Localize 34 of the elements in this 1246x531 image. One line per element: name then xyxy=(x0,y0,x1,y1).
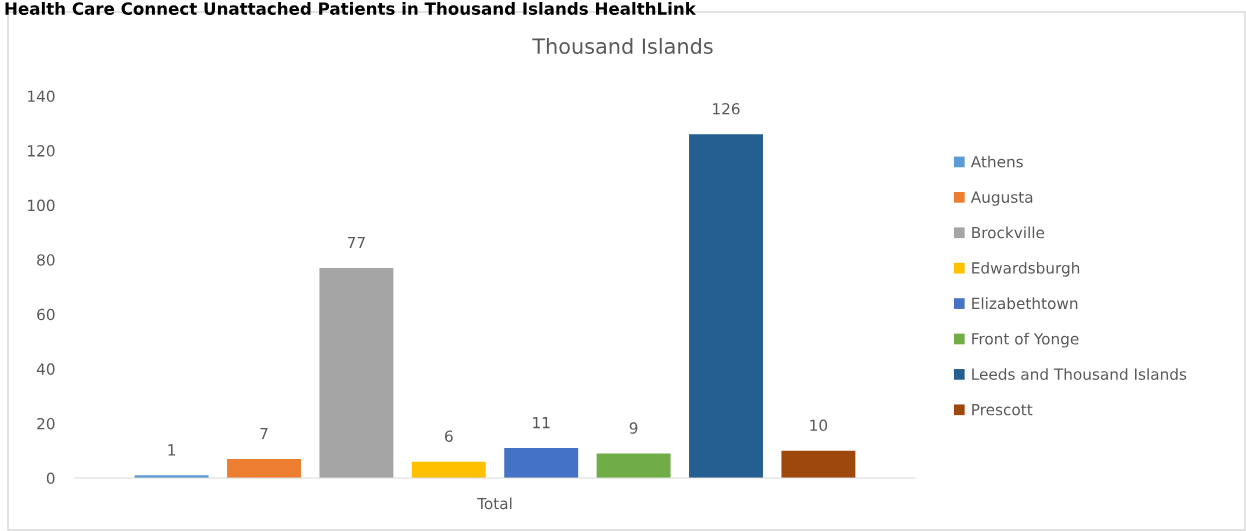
y-tick-label: 140 xyxy=(28,90,55,103)
y-tick-label: 20 xyxy=(37,417,55,430)
legend-label: Edwardsburgh xyxy=(972,261,1080,277)
data-label: 1 xyxy=(168,444,176,456)
y-tick-label: 120 xyxy=(28,145,55,157)
bar xyxy=(504,447,579,478)
legend-label: Prescott xyxy=(972,404,1033,416)
legend-label: Augusta xyxy=(970,191,1033,206)
bar xyxy=(319,267,394,478)
chart-title: Thousand Islands xyxy=(532,37,713,55)
legend-label: Athens xyxy=(970,155,1023,168)
y-tick-label: 0 xyxy=(46,472,55,485)
data-label: 77 xyxy=(347,236,365,249)
data-label: 10 xyxy=(810,419,828,432)
data-label: 7 xyxy=(260,427,268,440)
y-tick-label: 100 xyxy=(28,199,55,212)
y-tick-label: 40 xyxy=(36,363,55,375)
legend-label: Brockville xyxy=(972,226,1045,239)
data-label: 6 xyxy=(445,430,453,442)
bar xyxy=(596,453,671,478)
data-label: 126 xyxy=(713,103,740,115)
y-tick-label: 60 xyxy=(37,308,55,321)
x-tick-label: Total xyxy=(477,497,512,510)
legend-label: Front of Yonge xyxy=(972,332,1079,348)
legend-label: Elizabethtown xyxy=(972,297,1078,310)
y-tick-label: 80 xyxy=(37,254,55,266)
text: Health Care Connect Unattached Patients in Thousand Islands HealthLink xyxy=(5,2,697,15)
legend-label: Leeds and Thousand Islands xyxy=(972,368,1187,380)
bar xyxy=(781,450,856,478)
bar xyxy=(411,461,486,478)
bar xyxy=(227,458,301,478)
bar xyxy=(689,134,763,478)
data-label: 9 xyxy=(629,422,638,434)
data-label: 11 xyxy=(533,417,550,429)
